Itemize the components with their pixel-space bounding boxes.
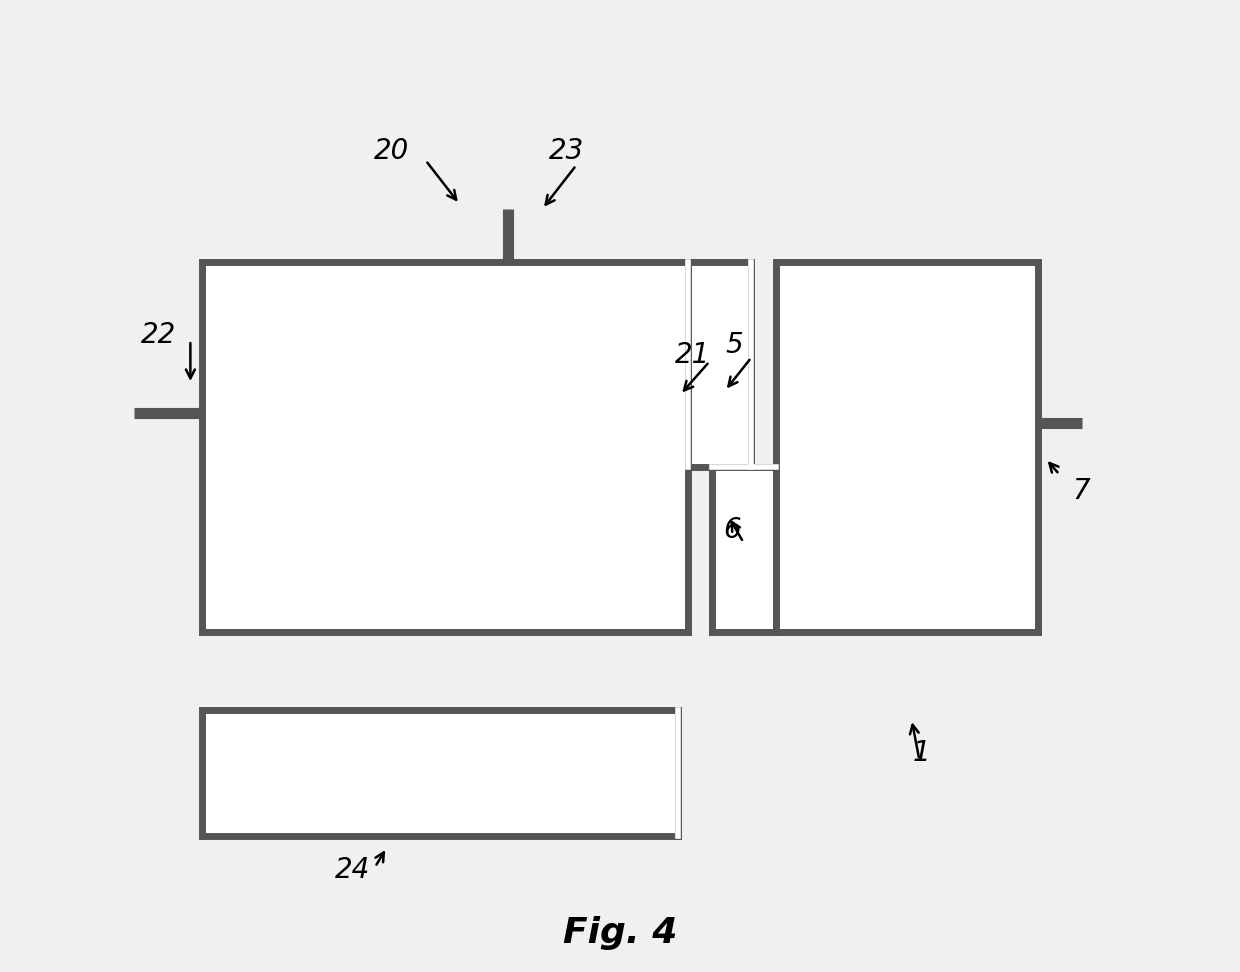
Text: 23: 23 <box>549 137 584 164</box>
Text: 20: 20 <box>374 137 409 164</box>
Text: 21: 21 <box>676 341 711 368</box>
Text: 1: 1 <box>913 740 930 767</box>
Bar <box>202 710 678 836</box>
Bar <box>775 262 1038 632</box>
Text: 22: 22 <box>140 322 176 349</box>
Bar <box>712 467 775 632</box>
Text: Fig. 4: Fig. 4 <box>563 917 677 950</box>
Text: 6: 6 <box>723 516 740 543</box>
Text: 5: 5 <box>725 331 744 359</box>
Bar <box>202 262 688 632</box>
Bar <box>688 262 751 467</box>
Text: 7: 7 <box>1073 477 1090 504</box>
Text: 24: 24 <box>335 856 371 884</box>
